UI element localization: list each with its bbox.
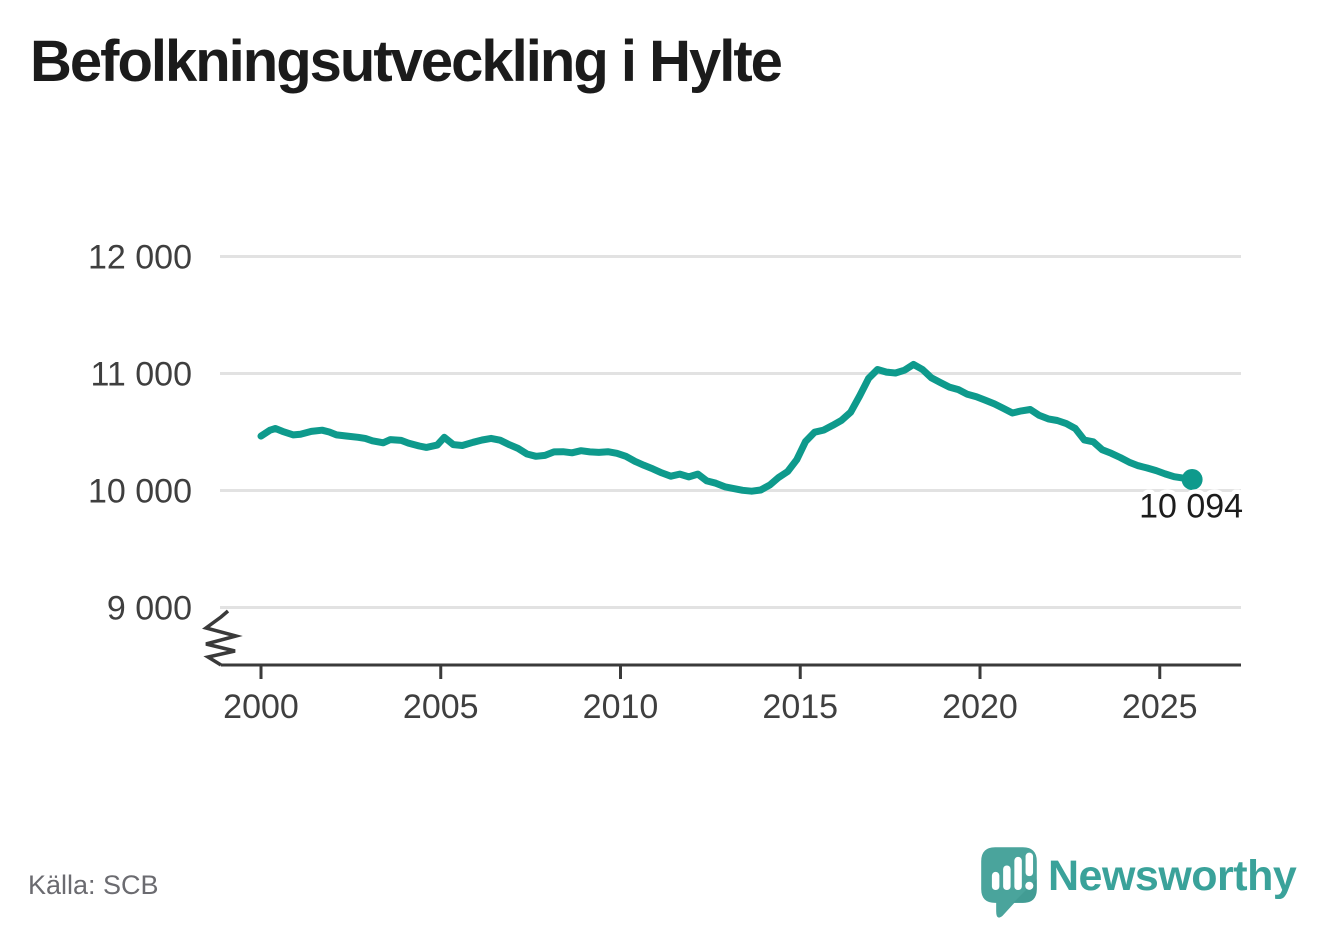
y-tick-label-12000: 12 000 bbox=[88, 239, 192, 277]
x-axis-labels: 2000 2005 2010 2015 2020 2025 bbox=[223, 688, 1197, 726]
source-note: Källa: SCB bbox=[28, 870, 159, 900]
x-tick-label-2015: 2015 bbox=[762, 688, 838, 726]
y-tick-label-9000: 9 000 bbox=[107, 590, 192, 628]
y-tick-label-10000: 10 000 bbox=[88, 473, 192, 511]
population-line-path bbox=[257, 360, 1196, 495]
y-axis-break-icon bbox=[202, 609, 243, 667]
y-tick-label-11000: 11 000 bbox=[91, 356, 192, 394]
axis-break-zigzag-icon bbox=[202, 609, 243, 667]
chart-title: Befolkningsutveckling i Hylte bbox=[30, 29, 783, 94]
population-line bbox=[257, 360, 1196, 495]
x-tick-label-2000: 2000 bbox=[223, 688, 299, 726]
end-point-marker: 10 094 bbox=[1135, 469, 1248, 530]
x-tick-label-2010: 2010 bbox=[583, 688, 659, 726]
x-axis bbox=[221, 663, 1241, 679]
y-axis-labels: 9 000 10 000 11 000 12 000 bbox=[88, 239, 192, 628]
newsworthy-wordmark: Newsworthy bbox=[1048, 852, 1297, 900]
gridlines bbox=[220, 255, 1241, 609]
newsworthy-logo: Newsworthy bbox=[978, 844, 1308, 919]
end-point-dot bbox=[1181, 469, 1203, 491]
x-tick-label-2025: 2025 bbox=[1122, 688, 1198, 726]
end-value-label: 10 094 bbox=[1139, 488, 1243, 526]
newsworthy-speech-bubble-chart-icon bbox=[981, 847, 1037, 918]
x-tick-label-2020: 2020 bbox=[942, 688, 1018, 726]
x-tick-label-2005: 2005 bbox=[403, 688, 479, 726]
